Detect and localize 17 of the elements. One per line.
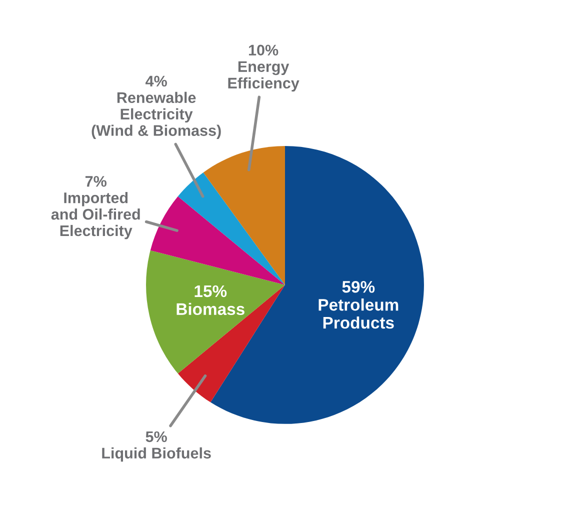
slice-label: Liquid Biofuels [102,447,211,462]
data-label: 5% [146,431,167,442]
slice-label: Energy Efficiency [228,61,300,92]
slice-label: Petroleum Products [318,298,398,329]
pie-slice [203,146,285,285]
data-label: 15% [194,285,227,298]
data-label: 4% [146,76,167,87]
data-label: 59% [342,280,375,293]
pie-slice [150,196,285,285]
pie-slice [178,172,285,285]
pie-slice [146,250,285,374]
slice-label: Renewable Electricity (Wind & Biomass) [92,92,221,139]
slice-label: Imported and Oil-fired Electricity [51,192,140,240]
data-label: 7% [85,176,107,187]
pie-slice [178,284,285,402]
data-label: 10% [248,44,278,56]
slice-label: Biomass [176,302,244,316]
